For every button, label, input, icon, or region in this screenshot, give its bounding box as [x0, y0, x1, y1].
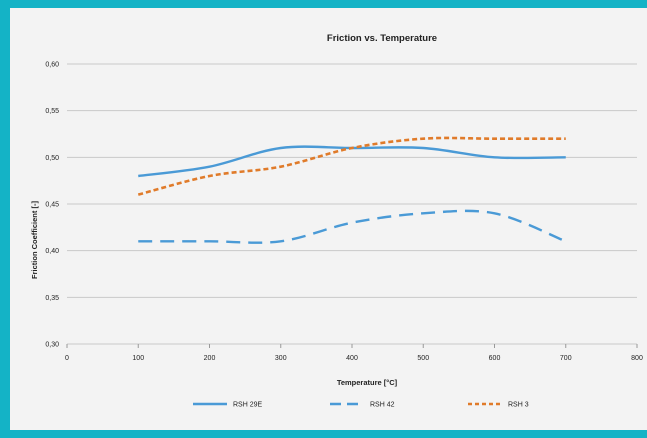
chart-title: Friction vs. Temperature [327, 33, 437, 44]
friction-temperature-chart: Friction vs. Temperature 0,30 0,35 0,40 0,4… [30, 33, 643, 409]
series-line-rsh-42 [138, 209, 567, 244]
x-tick-label: 200 [204, 355, 216, 362]
x-tick-label: 0 [65, 355, 69, 362]
x-tick-label: 800 [631, 355, 643, 362]
grid-lines [66, 63, 638, 348]
legend: RSH 29E RSH 42 RSH 3 [193, 402, 529, 409]
y-tick-label: 0,45 [45, 202, 59, 209]
legend-label: RSH 42 [370, 402, 395, 409]
y-tick-label: 0,30 [45, 342, 59, 349]
x-tick-labels: 0 100 200 300 400 500 600 700 800 [65, 355, 643, 362]
y-axis-title: Friction Coefficient [-] [30, 201, 39, 279]
series-line-rsh-29e [138, 145, 566, 178]
y-tick-label: 0,55 [45, 108, 59, 115]
series-lines [137, 136, 567, 244]
x-tick-label: 100 [132, 355, 144, 362]
y-tick-label: 0,40 [45, 248, 59, 255]
y-tick-label: 0,35 [45, 295, 59, 302]
x-tick-label: 400 [346, 355, 358, 362]
series-line-rsh-3 [137, 136, 566, 196]
x-tick-label: 500 [417, 355, 429, 362]
legend-label: RSH 29E [233, 402, 263, 409]
x-axis-title: Temperature [°C] [337, 378, 398, 387]
legend-label: RSH 3 [508, 402, 529, 409]
chart-panel: Friction vs. Temperature 0,30 0,35 0,40 0,4… [10, 8, 647, 430]
x-tick-label: 300 [275, 355, 287, 362]
y-tick-labels: 0,30 0,35 0,40 0,45 0,50 0,55 0,60 [45, 62, 59, 349]
x-tick-label: 700 [560, 355, 572, 362]
y-tick-label: 0,50 [45, 155, 59, 162]
x-tick-label: 600 [489, 355, 501, 362]
y-tick-label: 0,60 [45, 62, 59, 69]
